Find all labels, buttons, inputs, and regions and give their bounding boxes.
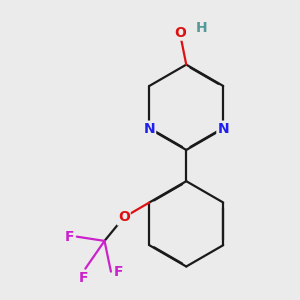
Text: O: O [174,26,186,40]
Text: N: N [218,122,229,136]
Text: F: F [114,265,123,279]
Text: H: H [195,21,207,35]
Text: O: O [118,210,130,224]
Text: F: F [78,271,88,285]
Text: N: N [143,122,155,136]
Text: F: F [64,230,74,244]
